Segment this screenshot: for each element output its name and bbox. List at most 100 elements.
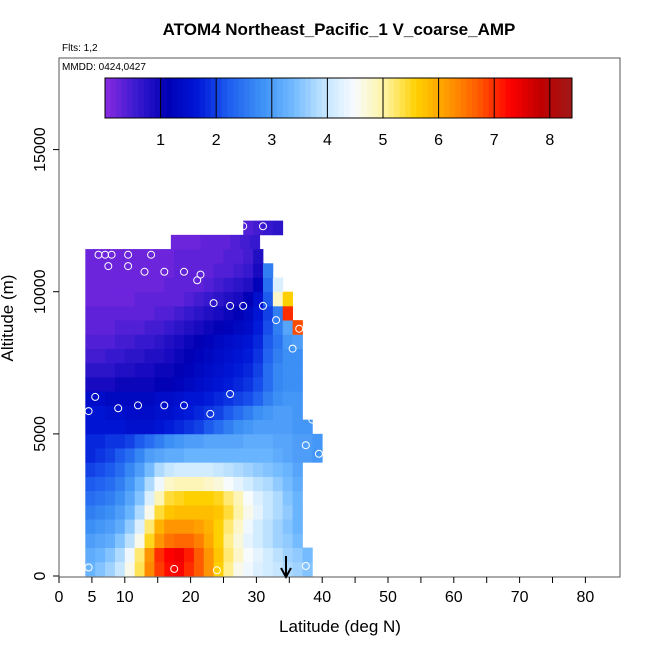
heatmap-cell <box>154 376 165 392</box>
heatmap-cell <box>253 220 264 236</box>
heatmap-cell <box>262 448 274 463</box>
heatmap-cell <box>95 305 106 321</box>
heatmap-cell <box>243 391 254 406</box>
heatmap-cell <box>253 533 264 548</box>
colorbar-swatch <box>399 78 406 118</box>
sample-point <box>288 344 297 353</box>
heatmap-cell <box>184 533 195 548</box>
colorbar-tick-label: 3 <box>267 132 276 149</box>
heatmap-cell <box>272 277 284 293</box>
heatmap-cell <box>174 519 185 534</box>
heatmap-cell <box>213 277 224 293</box>
heatmap-cell <box>134 561 145 577</box>
heatmap-cell <box>213 561 224 577</box>
heatmap-cell <box>114 334 126 349</box>
heatmap-cell <box>253 391 264 406</box>
heatmap-cell <box>85 462 96 477</box>
heatmap-cell <box>180 234 191 250</box>
plot-border <box>58 57 621 578</box>
heatmap-cell <box>282 433 293 449</box>
heatmap-cell <box>203 334 215 349</box>
heatmap-cell <box>154 476 165 492</box>
heatmap-cell <box>134 405 145 421</box>
heatmap-cell <box>164 561 175 577</box>
heatmap-cell <box>213 305 224 321</box>
x-tick-label: 80 <box>577 589 595 606</box>
heatmap-cell <box>249 234 261 250</box>
sample-point <box>147 250 156 259</box>
heatmap-cell <box>223 504 234 520</box>
heatmap-cell <box>105 263 116 278</box>
heatmap-cell <box>144 362 155 378</box>
colorbar-gradient <box>105 78 573 118</box>
heatmap-cell <box>223 277 234 293</box>
heatmap-cell <box>223 362 234 378</box>
heatmap-cell <box>282 519 293 534</box>
sample-point <box>301 441 310 450</box>
heatmap-cell <box>114 519 126 534</box>
heatmap-cell <box>95 291 106 307</box>
sample-point <box>180 267 188 276</box>
heatmap-cell <box>233 263 244 278</box>
heatmap-cell <box>85 561 96 577</box>
chart-title: ATOM4 Northeast_Pacific_1 V_coarse_AMP <box>163 20 516 39</box>
sample-point <box>259 301 267 310</box>
heatmap-cell <box>105 419 116 435</box>
heatmap-cell <box>114 376 126 392</box>
dates-annotation: MMDD: 0424,0427 <box>62 62 146 73</box>
heatmap-cell <box>144 476 155 492</box>
heatmap-cell <box>272 462 284 477</box>
heatmap-cell <box>134 462 145 477</box>
heatmap-cell <box>193 376 205 392</box>
heatmap-cell <box>223 433 234 449</box>
heatmap-cell <box>220 234 231 250</box>
heatmap-cell <box>203 376 215 392</box>
heatmap-cell <box>174 320 185 335</box>
heatmap-cell <box>223 462 234 477</box>
heatmap-cell <box>154 547 165 563</box>
heatmap-cell <box>223 263 234 278</box>
colorbar-swatch <box>221 78 228 118</box>
heatmap-cell <box>243 433 254 449</box>
heatmap-cell <box>170 234 182 250</box>
heatmap-cell <box>105 405 116 421</box>
heatmap-cell <box>184 376 195 392</box>
heatmap-cell <box>164 249 175 264</box>
heatmap-cell <box>282 305 293 321</box>
heatmap-cell <box>302 547 313 563</box>
heatmap-cell <box>105 476 116 492</box>
x-tick-label: 10 <box>116 589 134 606</box>
heatmap-cell <box>213 249 224 264</box>
heatmap-cell <box>193 462 205 477</box>
heatmap-cell <box>233 249 244 264</box>
heatmap-cell <box>233 391 244 406</box>
heatmap-cell <box>85 263 96 278</box>
heatmap-cell <box>272 391 284 406</box>
colorbar-swatch <box>193 78 201 118</box>
heatmap-cell <box>203 561 215 577</box>
heatmap-cell <box>223 320 234 335</box>
colorbar-swatch <box>460 78 467 118</box>
heatmap-cell <box>134 291 145 307</box>
heatmap-cell <box>95 561 106 577</box>
heatmap-cell <box>193 519 205 534</box>
heatmap-cell <box>292 476 303 492</box>
heatmap-cell <box>105 305 116 321</box>
x-tick-label: 50 <box>379 589 397 606</box>
heatmap-cell <box>243 305 254 321</box>
heatmap-cell <box>134 277 145 293</box>
heatmap-cell <box>164 519 175 534</box>
y-axis: 0 5000 10000 15000 <box>32 127 59 580</box>
heatmap-cell <box>282 504 293 520</box>
heatmap-cell <box>154 533 165 548</box>
x-tick-label: 40 <box>313 589 331 606</box>
x-tick-label: 70 <box>511 589 529 606</box>
sample-point <box>226 390 235 398</box>
heatmap-cell <box>282 348 293 364</box>
heatmap-cell <box>144 561 155 577</box>
heatmap-cell <box>174 547 185 563</box>
heatmap-cell <box>95 547 106 563</box>
colorbar-swatch <box>171 78 178 118</box>
colorbar-swatch <box>466 78 473 118</box>
sample-point <box>239 301 248 310</box>
